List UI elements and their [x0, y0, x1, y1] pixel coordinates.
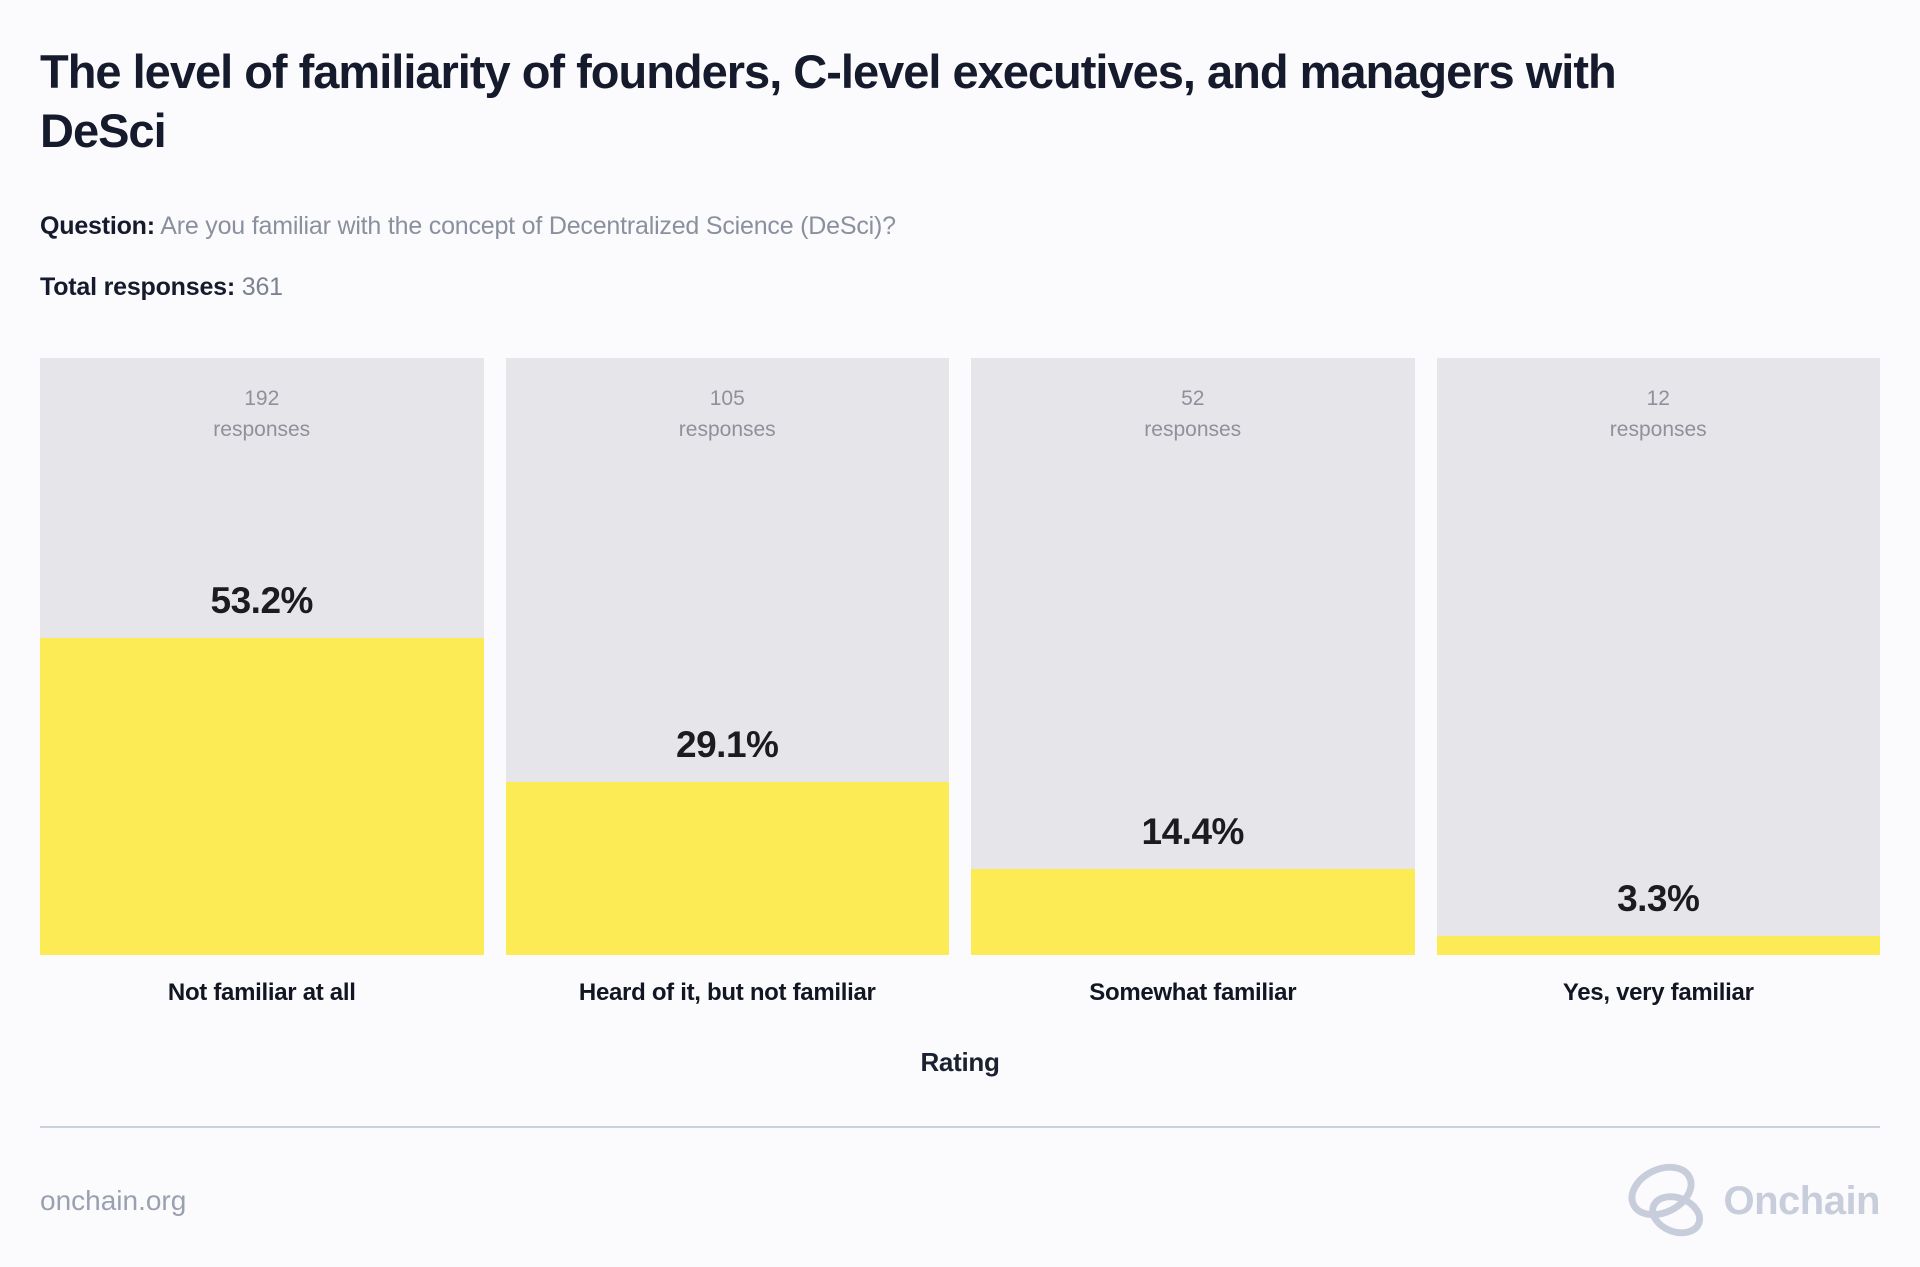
site-link[interactable]: onchain.org — [40, 1185, 187, 1217]
bar-count-unit: responses — [678, 417, 776, 441]
report-page: The level of familiarity of founders, C-… — [40, 42, 1880, 1244]
bar-column: 12 responses 3.3% Yes, very familiar — [1436, 358, 1881, 1007]
bar-count-value: 105 — [709, 387, 745, 411]
total-responses-value: 361 — [241, 273, 283, 302]
bar-track: 52 responses 14.4% — [971, 358, 1415, 956]
bar-track: 12 responses 3.3% — [1436, 358, 1881, 956]
bar-percent-label: 14.4% — [1141, 811, 1245, 853]
question-text: Are you familiar with the concept of Dec… — [160, 212, 896, 241]
bar-count-value: 52 — [1181, 387, 1205, 411]
bar-column: 105 responses 29.1% Heard of it, but not… — [505, 358, 950, 1007]
bar-percent-label: 29.1% — [676, 723, 779, 765]
page-title: The level of familiarity of founders, C-… — [40, 45, 1617, 158]
bar-count-label: 105 responses — [506, 384, 950, 445]
bar-column: 52 responses 14.4% Somewhat familiar — [971, 358, 1415, 1007]
category-label: Somewhat familiar — [1089, 979, 1297, 1007]
bar-count-label: 192 responses — [40, 384, 484, 445]
total-responses-label: Total responses: — [40, 273, 235, 302]
category-label: Not familiar at all — [167, 979, 356, 1007]
bar-count-label: 12 responses — [1437, 384, 1881, 445]
bar-count-value: 192 — [244, 387, 280, 411]
bar-column: 192 responses 53.2% Not familiar at all — [40, 358, 484, 1007]
question-label: Question: — [40, 212, 155, 241]
bar-fill — [1436, 935, 1880, 956]
brand-name: Onchain — [1723, 1178, 1880, 1223]
onchain-knot-icon — [1629, 1164, 1704, 1237]
category-label: Yes, very familiar — [1562, 979, 1754, 1007]
bar-chart: 192 responses 53.2% Not familiar at all … — [40, 358, 1880, 1007]
bar-count-label: 52 responses — [971, 384, 1415, 445]
bar-fill — [971, 869, 1415, 956]
footer: onchain.org Onchain — [40, 1126, 1880, 1244]
bar-percent-label: 53.2% — [210, 579, 314, 621]
bar-fill — [40, 637, 484, 956]
x-axis-label: Rating — [920, 1047, 1000, 1078]
bar-fill — [505, 781, 949, 956]
bar-percent-label: 3.3% — [1617, 877, 1700, 919]
bar-count-value: 12 — [1646, 387, 1670, 411]
total-responses-line: Total responses: 361 — [40, 273, 1880, 302]
question-line: Question: Are you familiar with the conc… — [40, 212, 1880, 241]
bar-count-unit: responses — [1609, 417, 1707, 441]
brand-logo[interactable]: Onchain — [1621, 1158, 1880, 1244]
category-label: Heard of it, but not familiar — [578, 979, 876, 1007]
bar-track: 105 responses 29.1% — [505, 358, 950, 956]
bar-count-unit: responses — [1144, 417, 1242, 441]
bar-count-unit: responses — [213, 417, 311, 441]
bar-track: 192 responses 53.2% — [40, 358, 484, 956]
